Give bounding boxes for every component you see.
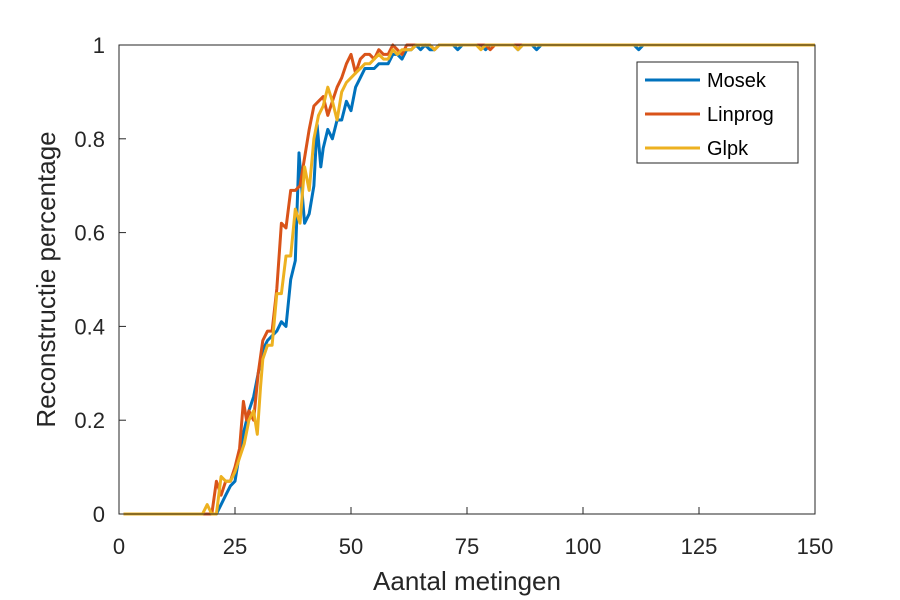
legend-label-mosek: Mosek xyxy=(707,70,767,92)
y-tick-label: 0.4 xyxy=(74,314,105,339)
x-axis-label: Aantal metingen xyxy=(373,566,561,596)
plot-area: 0 25 50 75 100 125 150 0 0.2 0.4 0.6 0.8 1 xyxy=(74,33,833,559)
x-tick-label: 75 xyxy=(455,534,479,559)
y-tick-label: 0 xyxy=(93,502,105,527)
x-tick-label: 100 xyxy=(565,534,602,559)
y-axis-ticks: 0 0.2 0.4 0.6 0.8 1 xyxy=(74,33,126,527)
y-tick-label: 0.8 xyxy=(74,127,105,152)
y-tick-label: 1 xyxy=(93,33,105,58)
legend-label-glpk: Glpk xyxy=(707,138,749,160)
x-tick-label: 125 xyxy=(681,534,718,559)
x-tick-label: 150 xyxy=(797,534,834,559)
x-axis-ticks: 0 25 50 75 100 125 150 xyxy=(113,507,833,559)
legend-label-linprog: Linprog xyxy=(707,104,774,126)
x-tick-label: 25 xyxy=(223,534,247,559)
x-tick-label: 50 xyxy=(339,534,363,559)
y-tick-label: 0.2 xyxy=(74,408,105,433)
x-tick-label: 0 xyxy=(113,534,125,559)
y-axis-label: Reconstructie percentage xyxy=(31,131,61,427)
legend: Mosek Linprog Glpk xyxy=(636,61,799,164)
y-tick-label: 0.6 xyxy=(74,221,105,246)
